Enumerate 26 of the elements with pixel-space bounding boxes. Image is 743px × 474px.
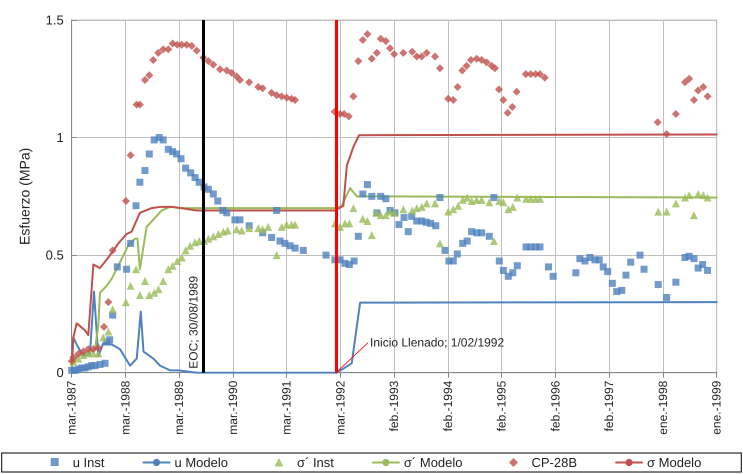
legend-label: σ Modelo [647, 455, 702, 470]
legend-label: σ´ Modelo [404, 455, 463, 470]
x-tick-label: mar.-1990 [226, 380, 240, 435]
legend-label: CP-28B [532, 455, 578, 470]
x-tick-label: feb.-1997 [602, 380, 616, 432]
x-tick-label: mar.-1987 [64, 380, 79, 435]
x-tick-label: feb.-1994 [440, 380, 455, 432]
y-tick-label: 1.5 [46, 12, 64, 28]
y-axis-title: Esfuerzo (MPa) [16, 148, 33, 245]
x-tick-label: feb.-1996 [548, 380, 562, 432]
y-tick-label: 0 [56, 365, 64, 380]
y-tick-label: 0.5 [46, 248, 64, 263]
x-tick-label: feb.-1995 [494, 380, 509, 432]
legend-label: u Modelo [174, 455, 228, 470]
y-tick-label: 1 [56, 130, 64, 146]
x-tick-label: ene.-1999 [710, 380, 724, 435]
x-tick-label: mar.-1988 [118, 380, 132, 435]
x-tick-label: mar.-1989 [172, 380, 186, 435]
ref-line-label: EOC; 30/08/1989 [186, 276, 201, 369]
x-tick-label: mar.-1992 [334, 380, 348, 435]
legend-label: u Inst [72, 455, 105, 470]
x-tick-label: feb.-1993 [387, 380, 402, 432]
x-tick-label: ene.-1998 [656, 380, 670, 435]
x-tick-label: mar.-1991 [280, 380, 294, 435]
annotation: Inicio Llenado; 1/02/1992 [370, 336, 504, 350]
legend-label: σ´ Inst [296, 455, 334, 470]
